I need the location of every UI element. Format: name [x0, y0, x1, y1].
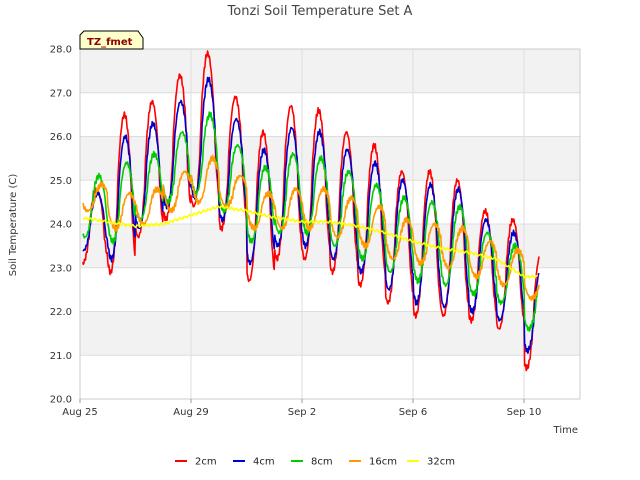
series-layer	[82, 50, 540, 372]
plot-band	[80, 136, 580, 181]
y-axis-label: Soil Temperature (C)	[8, 174, 19, 277]
x-tick-label: Sep 2	[288, 407, 316, 418]
y-tick-label: 27.0	[50, 88, 72, 99]
y-tick-label: 26.0	[50, 132, 72, 143]
x-tick-label: Aug 29	[173, 407, 208, 418]
site-label-box: TZ_fmet	[79, 30, 144, 50]
site-label: TZ_fmet	[87, 37, 133, 48]
legend-label-32cm: 32cm	[427, 457, 455, 468]
x-tick-label: Aug 25	[62, 407, 97, 418]
x-axis-ticks: Aug 25 Aug 29 Sep 2 Sep 6 Sep 10	[62, 399, 541, 418]
site-label-background	[79, 30, 144, 50]
legend-label-4cm: 4cm	[253, 457, 275, 468]
plot-frame	[79, 48, 581, 400]
legend-label-2cm: 2cm	[195, 457, 217, 468]
legend-label-16cm: 16cm	[369, 457, 397, 468]
x-tick-label: Sep 10	[507, 407, 542, 418]
plot-band	[80, 311, 580, 356]
legend-label-8cm: 8cm	[311, 457, 333, 468]
y-tick-label: 23.0	[50, 263, 72, 274]
series-line-16cm	[82, 154, 540, 301]
y-tick-label: 25.0	[50, 176, 72, 187]
y-tick-label: 28.0	[50, 45, 72, 56]
plot-band	[80, 49, 580, 93]
x-tick-label: Sep 6	[399, 407, 427, 418]
x-axis-label: Time	[553, 425, 578, 436]
legend: 2cm 4cm 8cm 16cm 32cm	[175, 457, 455, 468]
y-axis-ticks: 20.0 21.0 22.0 23.0 24.0 25.0 26.0 27.0 28.0	[50, 45, 72, 406]
y-tick-label: 22.0	[50, 307, 72, 318]
y-tick-label: 24.0	[50, 220, 72, 231]
y-tick-label: 21.0	[50, 351, 72, 362]
series-line-8cm	[82, 111, 540, 332]
series-line-32cm	[82, 204, 539, 279]
y-tick-label: 20.0	[50, 395, 72, 406]
chart-title: Tonzi Soil Temperature Set A	[227, 4, 413, 19]
